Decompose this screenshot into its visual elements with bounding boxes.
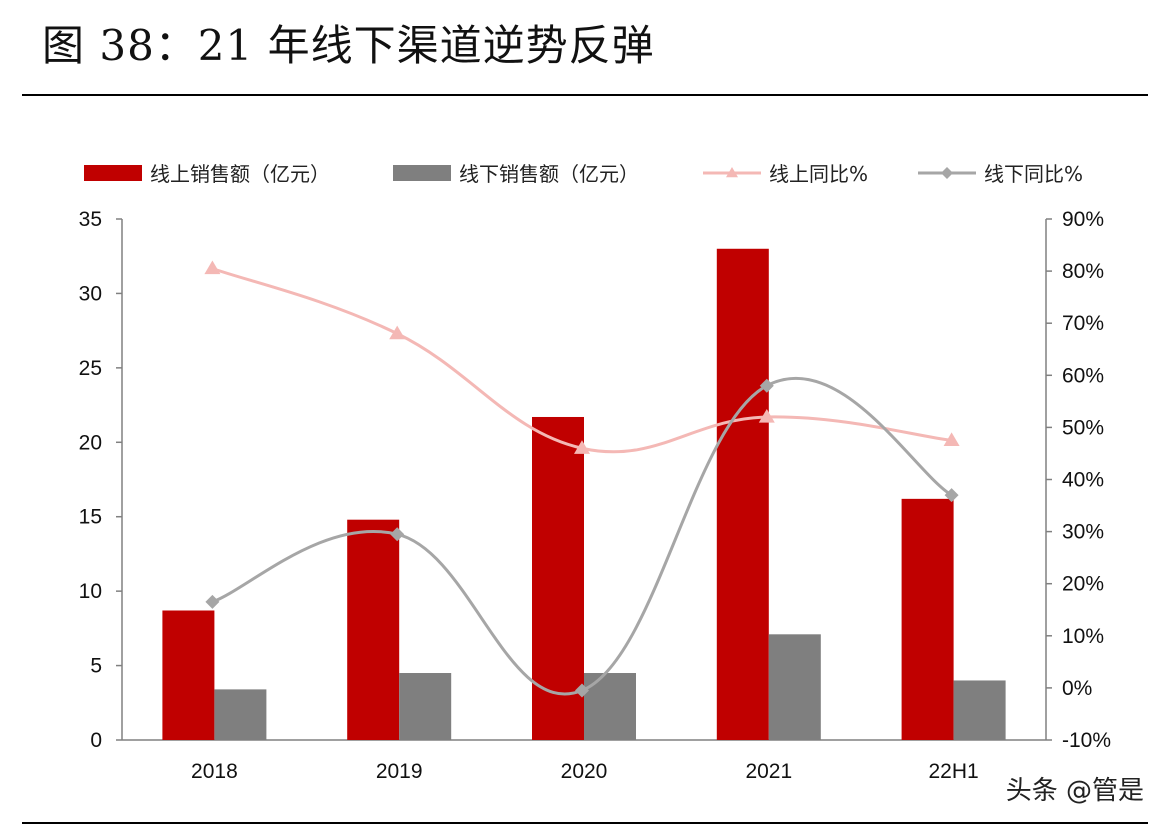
- online-yoy-point: [758, 408, 775, 423]
- legend-online-sales-label: 线上销售额（亿元）: [150, 162, 330, 186]
- y2-tick-label: 50%: [1062, 416, 1104, 439]
- online-sales-bar: [347, 519, 400, 740]
- online-sales-bar: [901, 498, 954, 740]
- offline-yoy-point: [205, 594, 220, 609]
- top-rule: [22, 94, 1148, 96]
- x-tick-label: 2020: [561, 760, 608, 783]
- legend-offline-yoy-label: 线下同比%: [984, 162, 1083, 186]
- y-tick-label: 20: [79, 431, 102, 454]
- x-tick-label: 2018: [191, 760, 238, 783]
- bottom-rule: [22, 822, 1148, 824]
- y-tick-label: 0: [90, 729, 102, 752]
- y2-tick-label: 20%: [1062, 573, 1104, 596]
- legend-online-sales-swatch: [84, 165, 142, 181]
- offline-sales-bar: [399, 673, 452, 740]
- online-sales-bar: [162, 610, 215, 740]
- figure-title: 图 38：21 年线下渠道逆势反弹: [42, 21, 655, 70]
- online-yoy-point: [389, 325, 406, 340]
- legend-offline-sales-swatch: [393, 165, 451, 181]
- y2-tick-label: 10%: [1062, 625, 1104, 648]
- y2-tick-label: 90%: [1062, 208, 1104, 231]
- y-tick-label: 10: [79, 580, 102, 603]
- legend-offline-sales-label: 线下销售额（亿元）: [459, 162, 639, 186]
- x-tick-label: 2021: [745, 760, 792, 783]
- offline-yoy-point: [944, 488, 959, 503]
- y-tick-label: 30: [79, 282, 102, 305]
- y2-tick-label: 40%: [1062, 469, 1104, 492]
- offline-sales-bar: [584, 673, 636, 740]
- x-tick-label: 2019: [376, 760, 423, 783]
- online-yoy-point: [943, 432, 960, 447]
- offline-yoy-point: [759, 378, 774, 393]
- y-tick-label: 5: [90, 655, 102, 678]
- offline-sales-bar: [214, 689, 267, 740]
- offline-sales-bar: [768, 634, 821, 740]
- y-tick-label: 35: [79, 208, 102, 231]
- legend-online-yoy-label: 线上同比%: [769, 162, 868, 186]
- legend-online-yoy-marker: [726, 167, 738, 178]
- y2-tick-label: -10%: [1062, 729, 1111, 752]
- online-yoy-point: [574, 440, 590, 454]
- y2-tick-label: 80%: [1062, 260, 1104, 283]
- y2-tick-label: 60%: [1062, 364, 1104, 387]
- offline-sales-bar: [953, 680, 1006, 740]
- offline-yoy-line: [211, 376, 953, 696]
- offline-yoy-point: [575, 683, 589, 698]
- y2-tick-label: 70%: [1062, 312, 1104, 335]
- online-yoy-point: [204, 260, 221, 275]
- y-tick-label: 15: [79, 506, 102, 529]
- y2-tick-label: 0%: [1062, 677, 1092, 700]
- y-tick-label: 25: [79, 357, 102, 380]
- offline-yoy-point: [390, 527, 405, 542]
- x-tick-label: 22H1: [928, 760, 978, 783]
- legend-offline-yoy-marker: [941, 167, 953, 179]
- online-sales-bar: [716, 248, 769, 740]
- y2-tick-label: 30%: [1062, 521, 1104, 544]
- watermark-text: 头条 @管是: [1005, 776, 1144, 806]
